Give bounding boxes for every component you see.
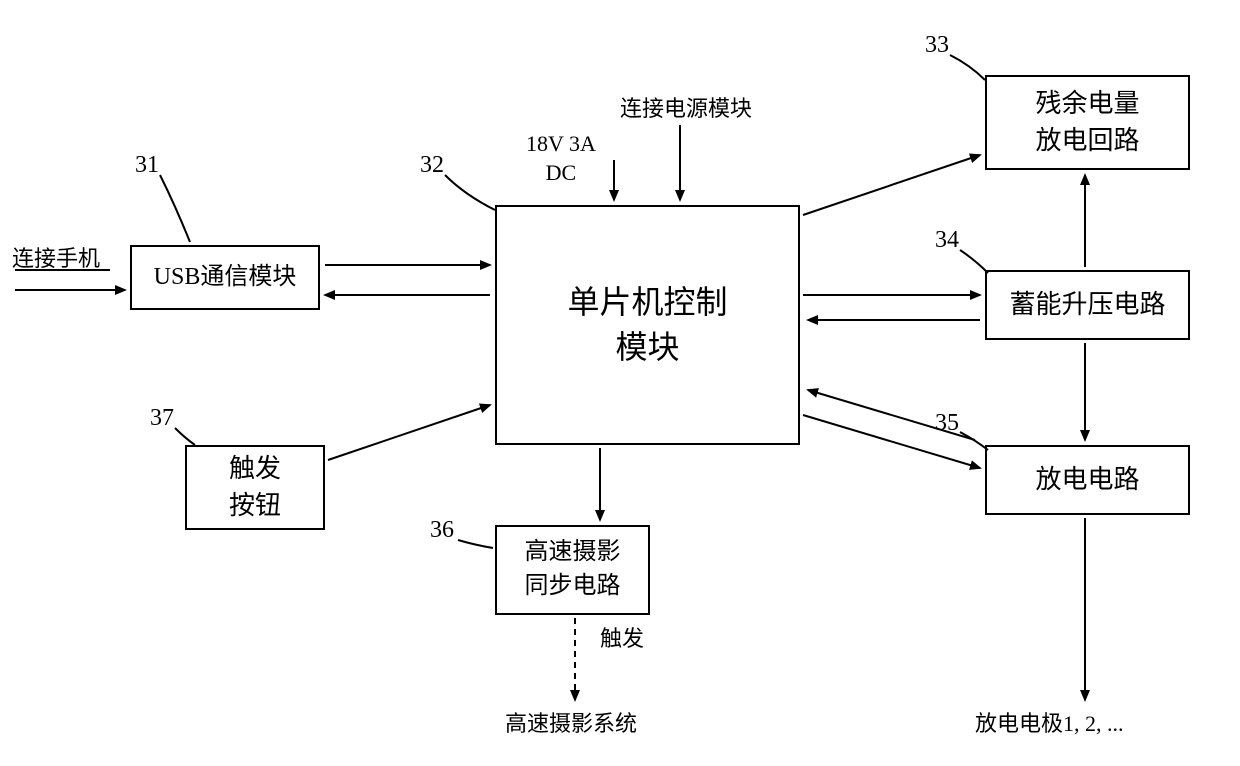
num-33: 33: [925, 30, 949, 61]
num-31: 31: [135, 150, 159, 181]
highspeed-sys-label: 高速摄影系统: [505, 710, 637, 739]
num-36: 36: [430, 515, 454, 546]
mcu-label: 单片机控制 模块: [567, 280, 727, 370]
boost-label: 蓄能升压电路: [1009, 287, 1165, 323]
electrodes-label: 放电电极1, 2, ...: [975, 710, 1124, 739]
sync-label: 高速摄影 同步电路: [525, 536, 621, 603]
usb-box: USB通信模块: [130, 245, 320, 310]
dc-spec-label: 18V 3A DC: [526, 130, 596, 187]
num-35: 35: [935, 408, 959, 439]
discharge-label: 放电电路: [1035, 462, 1139, 498]
discharge-box: 放电电路: [985, 445, 1190, 515]
mcu-box: 单片机控制 模块: [495, 205, 800, 445]
usb-label: USB通信模块: [154, 261, 297, 295]
trigger-box: 触发 按钮: [185, 445, 325, 530]
num-37: 37: [150, 403, 174, 434]
residual-label: 残余电量 放电回路: [1035, 86, 1139, 159]
trigger-text-label: 触发: [600, 625, 644, 654]
trigger-label: 触发 按钮: [229, 451, 281, 524]
residual-box: 残余电量 放电回路: [985, 75, 1190, 170]
boost-box: 蓄能升压电路: [985, 270, 1190, 340]
num-34: 34: [935, 225, 959, 256]
sync-box: 高速摄影 同步电路: [495, 525, 650, 615]
connect-power-label: 连接电源模块: [620, 95, 752, 124]
num-32: 32: [420, 150, 444, 181]
connect-phone-label: 连接手机: [12, 245, 100, 274]
